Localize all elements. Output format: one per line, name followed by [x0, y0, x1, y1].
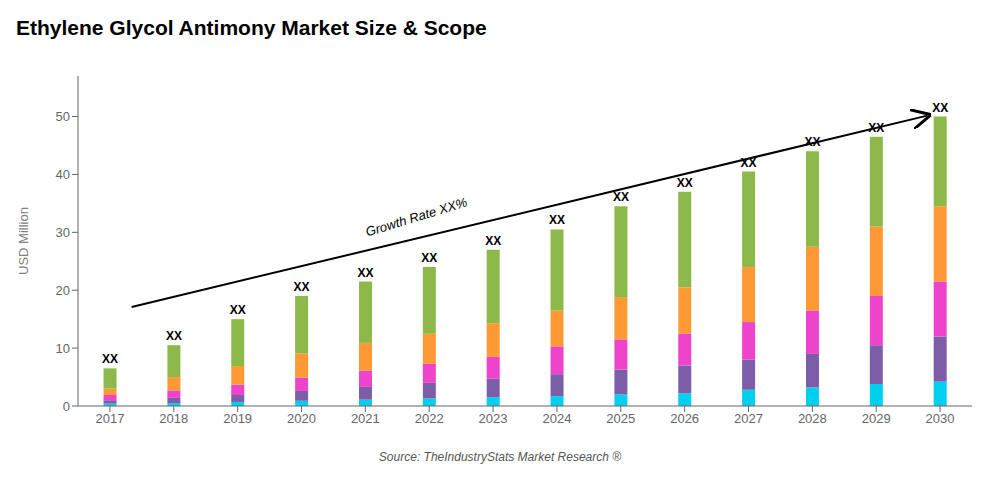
- svg-text:XX: XX: [485, 234, 501, 248]
- svg-text:XX: XX: [421, 251, 437, 265]
- svg-text:XX: XX: [613, 190, 629, 204]
- svg-text:XX: XX: [102, 352, 118, 366]
- svg-text:2026: 2026: [670, 411, 699, 426]
- svg-text:2029: 2029: [862, 411, 891, 426]
- svg-text:2018: 2018: [159, 411, 188, 426]
- svg-text:2017: 2017: [95, 411, 124, 426]
- svg-text:2030: 2030: [926, 411, 955, 426]
- svg-text:2024: 2024: [542, 411, 571, 426]
- svg-text:2021: 2021: [351, 411, 380, 426]
- svg-text:0: 0: [63, 399, 70, 414]
- svg-text:40: 40: [56, 167, 70, 182]
- svg-text:XX: XX: [357, 266, 373, 280]
- svg-text:XX: XX: [804, 135, 820, 149]
- svg-text:2028: 2028: [798, 411, 827, 426]
- svg-text:10: 10: [56, 341, 70, 356]
- svg-text:2022: 2022: [415, 411, 444, 426]
- svg-text:2019: 2019: [223, 411, 252, 426]
- svg-text:50: 50: [56, 109, 70, 124]
- svg-text:Growth Rate XX%: Growth Rate XX%: [364, 194, 469, 239]
- svg-text:XX: XX: [868, 121, 884, 135]
- svg-text:USD Million: USD Million: [16, 207, 31, 275]
- svg-text:2027: 2027: [734, 411, 763, 426]
- svg-text:XX: XX: [230, 303, 246, 317]
- svg-text:XX: XX: [166, 329, 182, 343]
- svg-text:XX: XX: [741, 156, 757, 170]
- html-text:Source: TheIndustryStats Marke: Source: TheIndustryStats Market Research…: [378, 450, 622, 464]
- svg-text:XX: XX: [294, 280, 310, 294]
- svg-text:2025: 2025: [606, 411, 635, 426]
- svg-text:30: 30: [56, 225, 70, 240]
- svg-text:XX: XX: [932, 101, 948, 115]
- svg-text:2020: 2020: [287, 411, 316, 426]
- svg-text:20: 20: [56, 283, 70, 298]
- svg-text:XX: XX: [549, 213, 565, 227]
- html-text:Ethylene Glycol Antimony Marke: Ethylene Glycol Antimony Market Size & S…: [16, 16, 487, 39]
- svg-text:2023: 2023: [479, 411, 508, 426]
- svg-text:XX: XX: [677, 176, 693, 190]
